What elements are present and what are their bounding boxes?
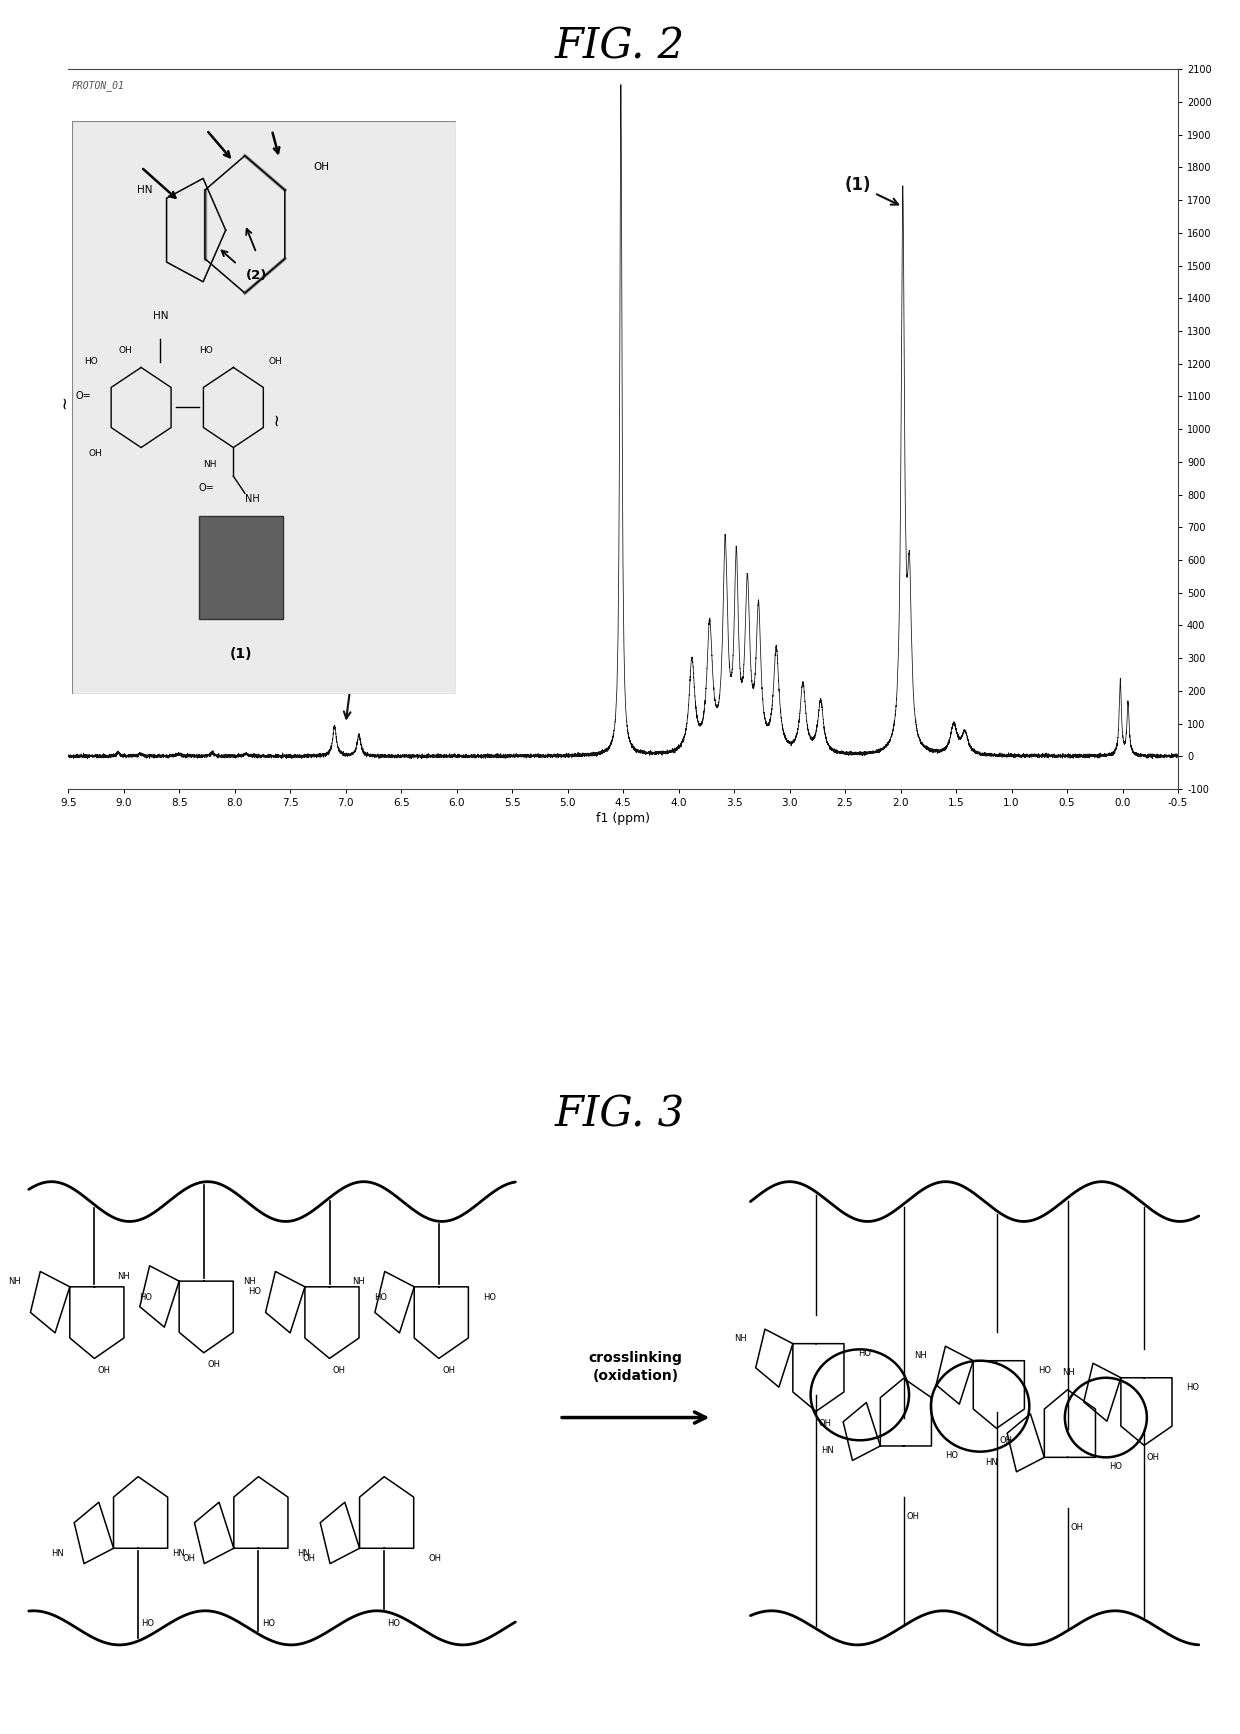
- Text: OH: OH: [119, 345, 133, 355]
- Text: PROTON_01: PROTON_01: [72, 80, 124, 92]
- Bar: [198, 517, 283, 619]
- Text: HO: HO: [858, 1349, 870, 1358]
- Text: HO: HO: [84, 357, 98, 366]
- Text: FIG. 2: FIG. 2: [556, 26, 684, 68]
- Text: HO: HO: [262, 1618, 275, 1628]
- Text: (2): (2): [343, 612, 372, 718]
- Text: HO: HO: [484, 1292, 496, 1302]
- Text: OH: OH: [1070, 1522, 1084, 1533]
- Bar: [72, 121, 456, 694]
- Text: OH: OH: [906, 1512, 919, 1521]
- Text: HO: HO: [200, 345, 213, 355]
- Text: OH: OH: [314, 163, 330, 172]
- Text: NH: NH: [246, 494, 260, 505]
- Text: ∼: ∼: [56, 395, 73, 409]
- Text: HN: HN: [52, 1548, 64, 1557]
- Text: HN: HN: [298, 1548, 310, 1557]
- Text: ∼: ∼: [267, 413, 285, 427]
- Text: OH: OH: [1147, 1453, 1159, 1462]
- Text: (1): (1): [229, 647, 252, 661]
- Text: HN: HN: [153, 310, 169, 321]
- Text: HO: HO: [373, 1292, 387, 1302]
- Text: NH: NH: [118, 1271, 130, 1280]
- Text: OH: OH: [443, 1366, 455, 1375]
- Text: OH: OH: [88, 449, 102, 458]
- Text: OH: OH: [818, 1418, 832, 1427]
- Text: OH: OH: [332, 1366, 346, 1375]
- Text: NH: NH: [7, 1278, 21, 1287]
- Text: NH: NH: [203, 460, 217, 470]
- Text: HN: HN: [985, 1458, 998, 1467]
- Text: (2): (2): [246, 269, 267, 283]
- Text: O=: O=: [198, 482, 215, 492]
- Text: HN: HN: [138, 186, 153, 194]
- Text: OH: OH: [207, 1361, 219, 1370]
- Text: NH: NH: [352, 1278, 365, 1287]
- Text: OH: OH: [182, 1554, 196, 1562]
- Text: HO: HO: [945, 1451, 959, 1460]
- X-axis label: f1 (ppm): f1 (ppm): [596, 812, 650, 825]
- Text: HO: HO: [248, 1287, 262, 1295]
- Text: HO: HO: [139, 1292, 151, 1302]
- Text: OH: OH: [98, 1366, 110, 1375]
- Text: HN: HN: [821, 1446, 833, 1455]
- Text: (1): (1): [846, 177, 898, 205]
- Text: HO: HO: [141, 1618, 155, 1628]
- Text: HN: HN: [172, 1548, 185, 1557]
- Text: NH: NH: [734, 1335, 746, 1344]
- Text: HO: HO: [1110, 1462, 1122, 1472]
- Text: HO: HO: [1038, 1366, 1052, 1375]
- Text: OH: OH: [999, 1436, 1012, 1444]
- Text: OH: OH: [269, 357, 283, 366]
- Text: NH: NH: [914, 1351, 926, 1361]
- Text: NH: NH: [1061, 1368, 1074, 1377]
- Text: crosslinking
(oxidation): crosslinking (oxidation): [589, 1351, 682, 1384]
- Text: OH: OH: [303, 1554, 316, 1562]
- Text: FIG. 3: FIG. 3: [556, 1094, 684, 1136]
- Text: HO: HO: [1185, 1384, 1199, 1392]
- Text: HO: HO: [388, 1618, 401, 1628]
- Text: OH: OH: [429, 1554, 441, 1562]
- Text: O=: O=: [76, 392, 92, 401]
- Text: NH: NH: [243, 1278, 255, 1287]
